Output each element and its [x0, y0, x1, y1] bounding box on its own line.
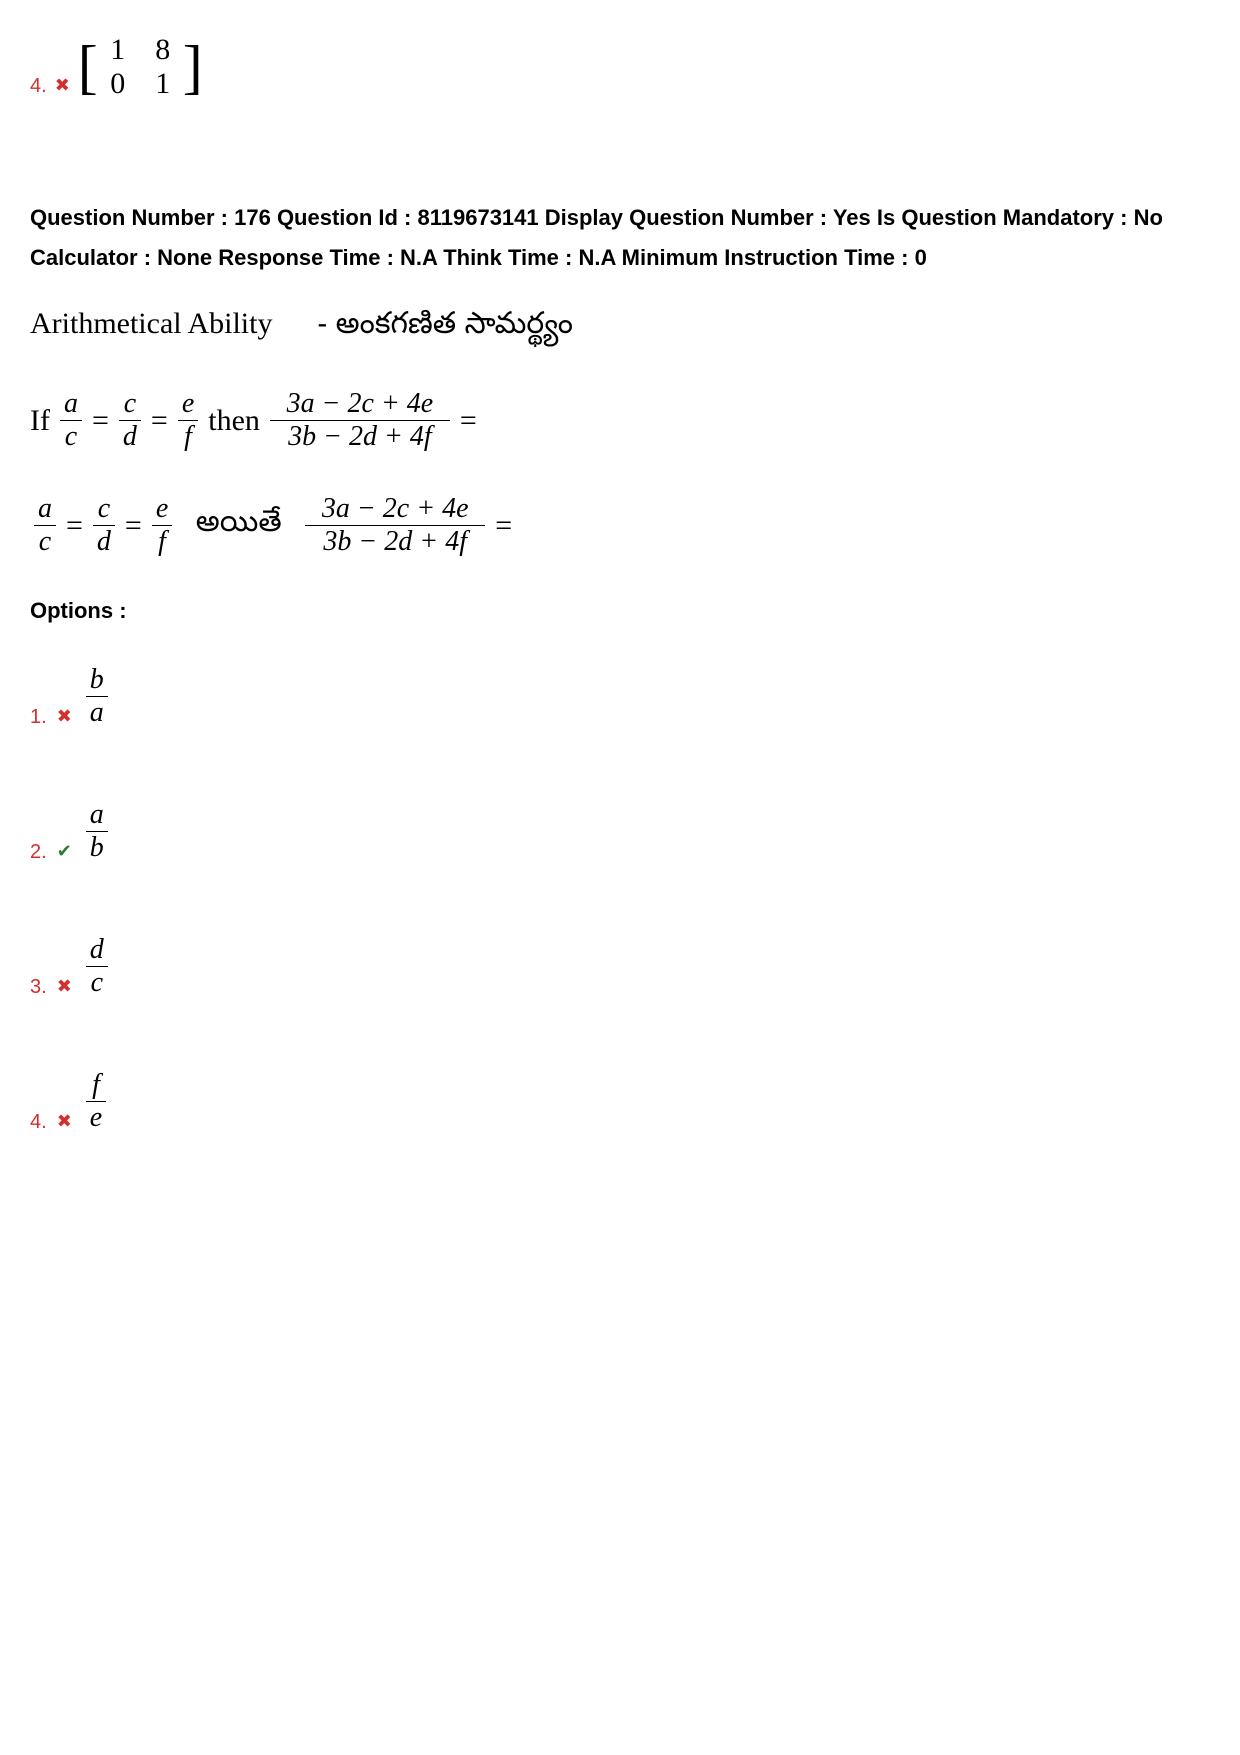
matrix-cell: 1	[108, 33, 128, 67]
option-number: 2.	[30, 841, 47, 864]
option-2: 2. ✔ a b	[30, 799, 1210, 864]
fraction: e f	[152, 493, 172, 558]
bracket-left-icon: [	[78, 40, 98, 94]
option-number: 4.	[30, 1111, 47, 1134]
cross-icon: ✖	[57, 976, 72, 997]
option-4: 4. ✖ f e	[30, 1069, 1210, 1134]
option-number: 4.	[30, 75, 47, 98]
options-label: Options :	[30, 598, 1210, 624]
section-title: Arithmetical Ability - అంకగణిత సామర్థ్యం	[30, 307, 1210, 348]
previous-option-4: 4. ✖ [ 1 8 0 1 ]	[30, 30, 1210, 98]
equation-english: If a c = c d = e f then 3a − 2c + 4e 3b …	[30, 388, 1210, 453]
question-content: Arithmetical Ability - అంకగణిత సామర్థ్యం…	[30, 307, 1210, 558]
matrix-cell: 8	[153, 33, 173, 67]
fraction-wide: 3a − 2c + 4e 3b − 2d + 4f	[270, 388, 450, 453]
matrix-cell: 0	[108, 67, 128, 101]
cross-icon: ✖	[57, 1111, 72, 1132]
fraction: e f	[178, 388, 198, 453]
fraction: a c	[60, 388, 82, 453]
option-number: 3.	[30, 976, 47, 999]
matrix-cell: 1	[153, 67, 173, 101]
option-fraction: a b	[86, 799, 108, 864]
option-3: 3. ✖ d c	[30, 934, 1210, 999]
matrix-option: [ 1 8 0 1 ]	[78, 33, 203, 101]
then-text-te: అయితే	[196, 506, 282, 546]
option-1: 1. ✖ b a	[30, 664, 1210, 729]
cross-icon: ✖	[57, 706, 72, 727]
if-text: If	[30, 404, 50, 438]
section-title-en: Arithmetical Ability	[30, 307, 272, 340]
fraction: c d	[119, 388, 141, 453]
fraction: a c	[34, 493, 56, 558]
section-title-te: - అంకగణిత సామర్థ్యం	[317, 308, 573, 348]
matrix-row: 0 1	[108, 67, 173, 101]
option-fraction: d c	[86, 934, 108, 999]
fraction-wide: 3a − 2c + 4e 3b − 2d + 4f	[305, 493, 485, 558]
matrix-row: 1 8	[108, 33, 173, 67]
fraction: c d	[93, 493, 115, 558]
option-fraction: b a	[86, 664, 108, 729]
check-icon: ✔	[57, 841, 72, 862]
option-number: 1.	[30, 706, 47, 729]
bracket-right-icon: ]	[183, 40, 203, 94]
option-fraction: f e	[86, 1069, 106, 1134]
equation-telugu: a c = c d = e f అయితే 3a − 2c + 4e 3b − …	[30, 493, 1210, 558]
cross-icon: ✖	[55, 75, 70, 96]
question-metadata: Question Number : 176 Question Id : 8119…	[30, 198, 1210, 277]
then-text: then	[208, 404, 260, 438]
